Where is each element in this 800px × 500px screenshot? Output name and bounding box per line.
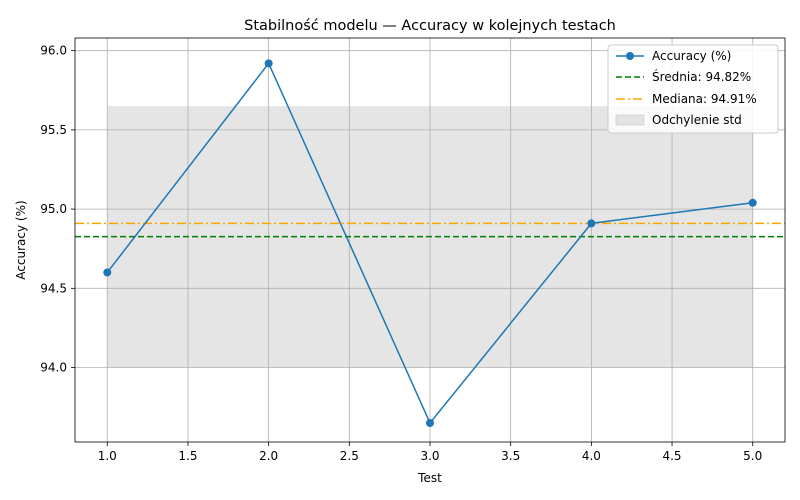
chart-title: Stabilność modelu — Accuracy w kolejnych… bbox=[244, 18, 616, 34]
data-point bbox=[426, 418, 434, 427]
x-tick-label: 2.5 bbox=[340, 449, 359, 463]
x-tick-label: 1.5 bbox=[178, 449, 197, 463]
y-tick-label: 96.0 bbox=[40, 44, 67, 58]
y-axis-title: Accuracy (%) bbox=[14, 200, 28, 279]
y-tick-label: 94.5 bbox=[40, 281, 67, 295]
legend-box bbox=[607, 44, 779, 134]
legend: Accuracy (%) Średnia: 94.82% Mediana: 94.9… bbox=[607, 44, 779, 134]
y-tick-label: 94.0 bbox=[40, 361, 67, 375]
y-tick-label: 95.5 bbox=[40, 123, 67, 137]
data-point bbox=[587, 219, 596, 228]
x-tick-label: 4.5 bbox=[662, 449, 681, 463]
legend-swatch-std bbox=[615, 114, 645, 126]
plot-area: 1.0 1.5 2.0 2.5 3.0 3.5 4.0 4.5 5.0 94.0 94.5 95.0 9… bbox=[40, 37, 786, 463]
legend-label-std: Odchylenie std bbox=[652, 113, 742, 127]
y-tick-label: 95.0 bbox=[40, 202, 67, 216]
x-axis-title: Test bbox=[417, 471, 442, 485]
plot-frame bbox=[74, 37, 786, 443]
x-tick-label: 2.0 bbox=[259, 449, 278, 463]
data-point bbox=[264, 59, 273, 68]
x-tick-label: 1.0 bbox=[98, 449, 117, 463]
x-tick-label: 3.5 bbox=[501, 449, 520, 463]
x-tick-label: 3.0 bbox=[420, 449, 439, 463]
legend-label-mean: Średnia: 94.82% bbox=[652, 69, 751, 84]
x-tick-label: 5.0 bbox=[743, 449, 762, 463]
legend-label-accuracy: Accuracy (%) bbox=[652, 49, 731, 63]
x-tick-label: 4.0 bbox=[582, 449, 601, 463]
legend-marker-accuracy bbox=[626, 52, 634, 60]
data-point bbox=[103, 268, 112, 277]
data-point bbox=[748, 198, 757, 207]
legend-label-median: Mediana: 94.91% bbox=[652, 92, 757, 106]
